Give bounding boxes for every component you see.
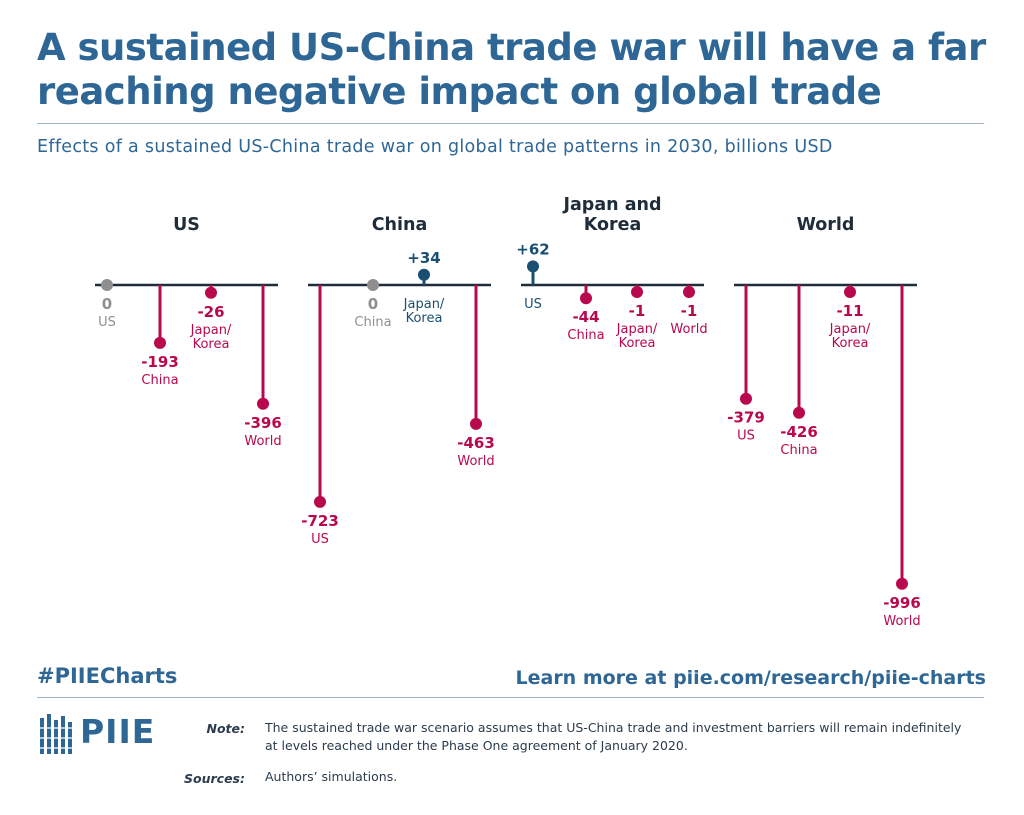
category-label: Korea <box>193 337 230 352</box>
category-label: World <box>670 322 707 337</box>
category-label: Korea <box>832 336 869 351</box>
value-label: -1 <box>629 302 646 320</box>
category-label: US <box>98 315 116 330</box>
category-label: Japan/ <box>829 322 871 337</box>
chart-subtitle: Effects of a sustained US-China trade wa… <box>37 137 833 157</box>
category-label: Japan/ <box>616 322 658 337</box>
hashtag: #PIIECharts <box>37 664 178 688</box>
category-label: China <box>141 373 178 388</box>
value-label: -44 <box>572 308 599 326</box>
value-label: -723 <box>301 512 339 530</box>
note-label: Note: <box>206 721 245 736</box>
sources-text: Authors’ simulations. <box>265 769 398 784</box>
category-label: World <box>457 454 494 469</box>
lollipop-dot <box>470 417 482 430</box>
panel-title: US <box>173 215 200 235</box>
category-label: World <box>244 434 281 449</box>
lollipop-dot <box>896 577 908 590</box>
category-label: US <box>524 297 542 312</box>
lollipop-dot <box>683 286 695 298</box>
category-label: Japan/ <box>190 323 232 338</box>
value-label: -379 <box>727 409 765 427</box>
value-label: 0 <box>368 295 378 313</box>
category-label: China <box>567 328 604 343</box>
value-label: -11 <box>836 302 863 320</box>
category-label: China <box>354 315 391 330</box>
panel-title: World <box>797 215 855 235</box>
category-label: China <box>780 443 817 458</box>
lollipop-dot <box>418 268 430 281</box>
value-label: -463 <box>457 434 495 452</box>
lollipop-dot <box>314 495 326 508</box>
lollipop-dot <box>580 292 592 305</box>
category-label: Japan/ <box>403 297 445 312</box>
category-label: Korea <box>619 336 656 351</box>
panel-title: Korea <box>584 215 642 235</box>
lollipop-dot <box>257 397 269 410</box>
lollipop-chart: US 0 US -193 China -26 Japan/Korea -396 World Chi… <box>95 195 921 629</box>
value-label: -193 <box>141 353 179 371</box>
footer-divider <box>37 697 984 698</box>
category-label: US <box>311 532 329 547</box>
lollipop-dot <box>527 260 539 273</box>
value-label: -26 <box>197 303 224 321</box>
panel-title: China <box>372 215 428 235</box>
lollipop-dot <box>740 392 752 405</box>
lollipop-dot <box>844 286 856 298</box>
category-label: Korea <box>406 311 443 326</box>
header-divider <box>37 123 984 124</box>
category-label: World <box>883 614 920 629</box>
sources-label: Sources: <box>184 771 245 786</box>
lollipop-dot <box>205 286 217 299</box>
lollipop-dot <box>793 406 805 419</box>
note-text: The sustained trade war scenario assumes… <box>265 720 962 753</box>
lollipop-dot <box>101 279 113 291</box>
lollipop-dot <box>367 279 379 291</box>
piie-logo-icon <box>38 714 76 754</box>
learn-more-link[interactable]: Learn more at piie.com/research/piie-cha… <box>515 667 987 689</box>
value-label: +62 <box>516 240 549 258</box>
category-label: US <box>737 429 755 444</box>
value-label: -996 <box>883 594 921 612</box>
value-label: -426 <box>780 423 818 441</box>
value-label: -1 <box>681 302 698 320</box>
value-label: +34 <box>407 249 440 267</box>
chart-title: A sustained US-China trade war will have… <box>37 26 986 113</box>
value-label: 0 <box>102 295 112 313</box>
piie-logo-text: PIIE <box>80 712 156 751</box>
value-label: -396 <box>244 414 282 432</box>
panel-title: Japan and <box>562 195 661 215</box>
lollipop-dot <box>154 336 166 349</box>
lollipop-dot <box>631 286 643 298</box>
